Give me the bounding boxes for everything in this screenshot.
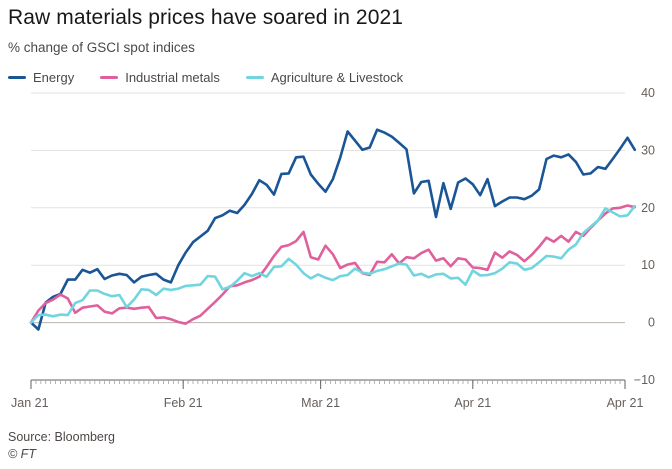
legend-item-industrial-metals: Industrial metals [100,70,220,85]
legend-label-agriculture-livestock: Agriculture & Livestock [270,70,404,85]
x-tick-label: Jan 21 [11,396,49,410]
y-tick-label: 10 [641,258,655,272]
chart-title: Raw materials prices have soared in 2021 [8,6,404,29]
x-tick-label: Mar 21 [301,396,340,410]
legend-swatch-industrial-metals [100,76,119,79]
series-line-industrial-metals [29,204,637,325]
y-tick-label: 0 [648,316,655,330]
legend-label-energy: Energy [33,70,75,85]
x-tick-label: Apr 21 [454,396,491,410]
x-tick-label: Feb 21 [164,396,203,410]
series-line-energy [29,128,637,331]
y-tick-label: −10 [634,373,655,387]
chart-subtitle: % change of GSCI spot indices [8,40,195,55]
y-tick-label: 40 [641,86,655,100]
y-tick-label: 20 [641,201,655,215]
credit-note: © FT [8,447,36,461]
x-tick-label: Apr 21 [607,396,644,410]
legend-item-energy: Energy [8,70,74,85]
legend-item-agriculture-livestock: Agriculture & Livestock [245,70,404,85]
legend-swatch-energy [8,76,26,79]
legend-swatch-agriculture-livestock [245,76,264,79]
legend: Energy Industrial metals Agriculture & L… [8,70,429,85]
legend-label-industrial-metals: Industrial metals [125,70,220,85]
source-note: Source: Bloomberg [8,430,116,444]
y-tick-label: 30 [641,143,655,157]
series-line-agriculture-livestock [29,204,637,324]
